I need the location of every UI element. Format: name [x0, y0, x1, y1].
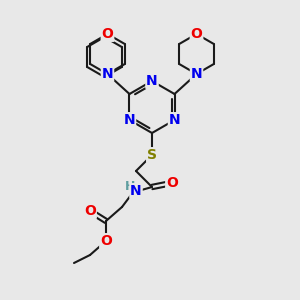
Text: S: S — [147, 148, 157, 162]
Text: O: O — [84, 204, 96, 218]
Text: N: N — [169, 113, 180, 127]
Text: N: N — [130, 184, 142, 198]
Text: N: N — [124, 113, 135, 127]
Text: O: O — [190, 27, 202, 41]
Text: O: O — [100, 234, 112, 248]
Text: O: O — [101, 27, 113, 41]
Text: N: N — [191, 67, 202, 81]
Text: N: N — [146, 74, 158, 88]
Text: N: N — [102, 67, 113, 81]
Text: H: H — [125, 179, 135, 193]
Text: O: O — [166, 176, 178, 190]
